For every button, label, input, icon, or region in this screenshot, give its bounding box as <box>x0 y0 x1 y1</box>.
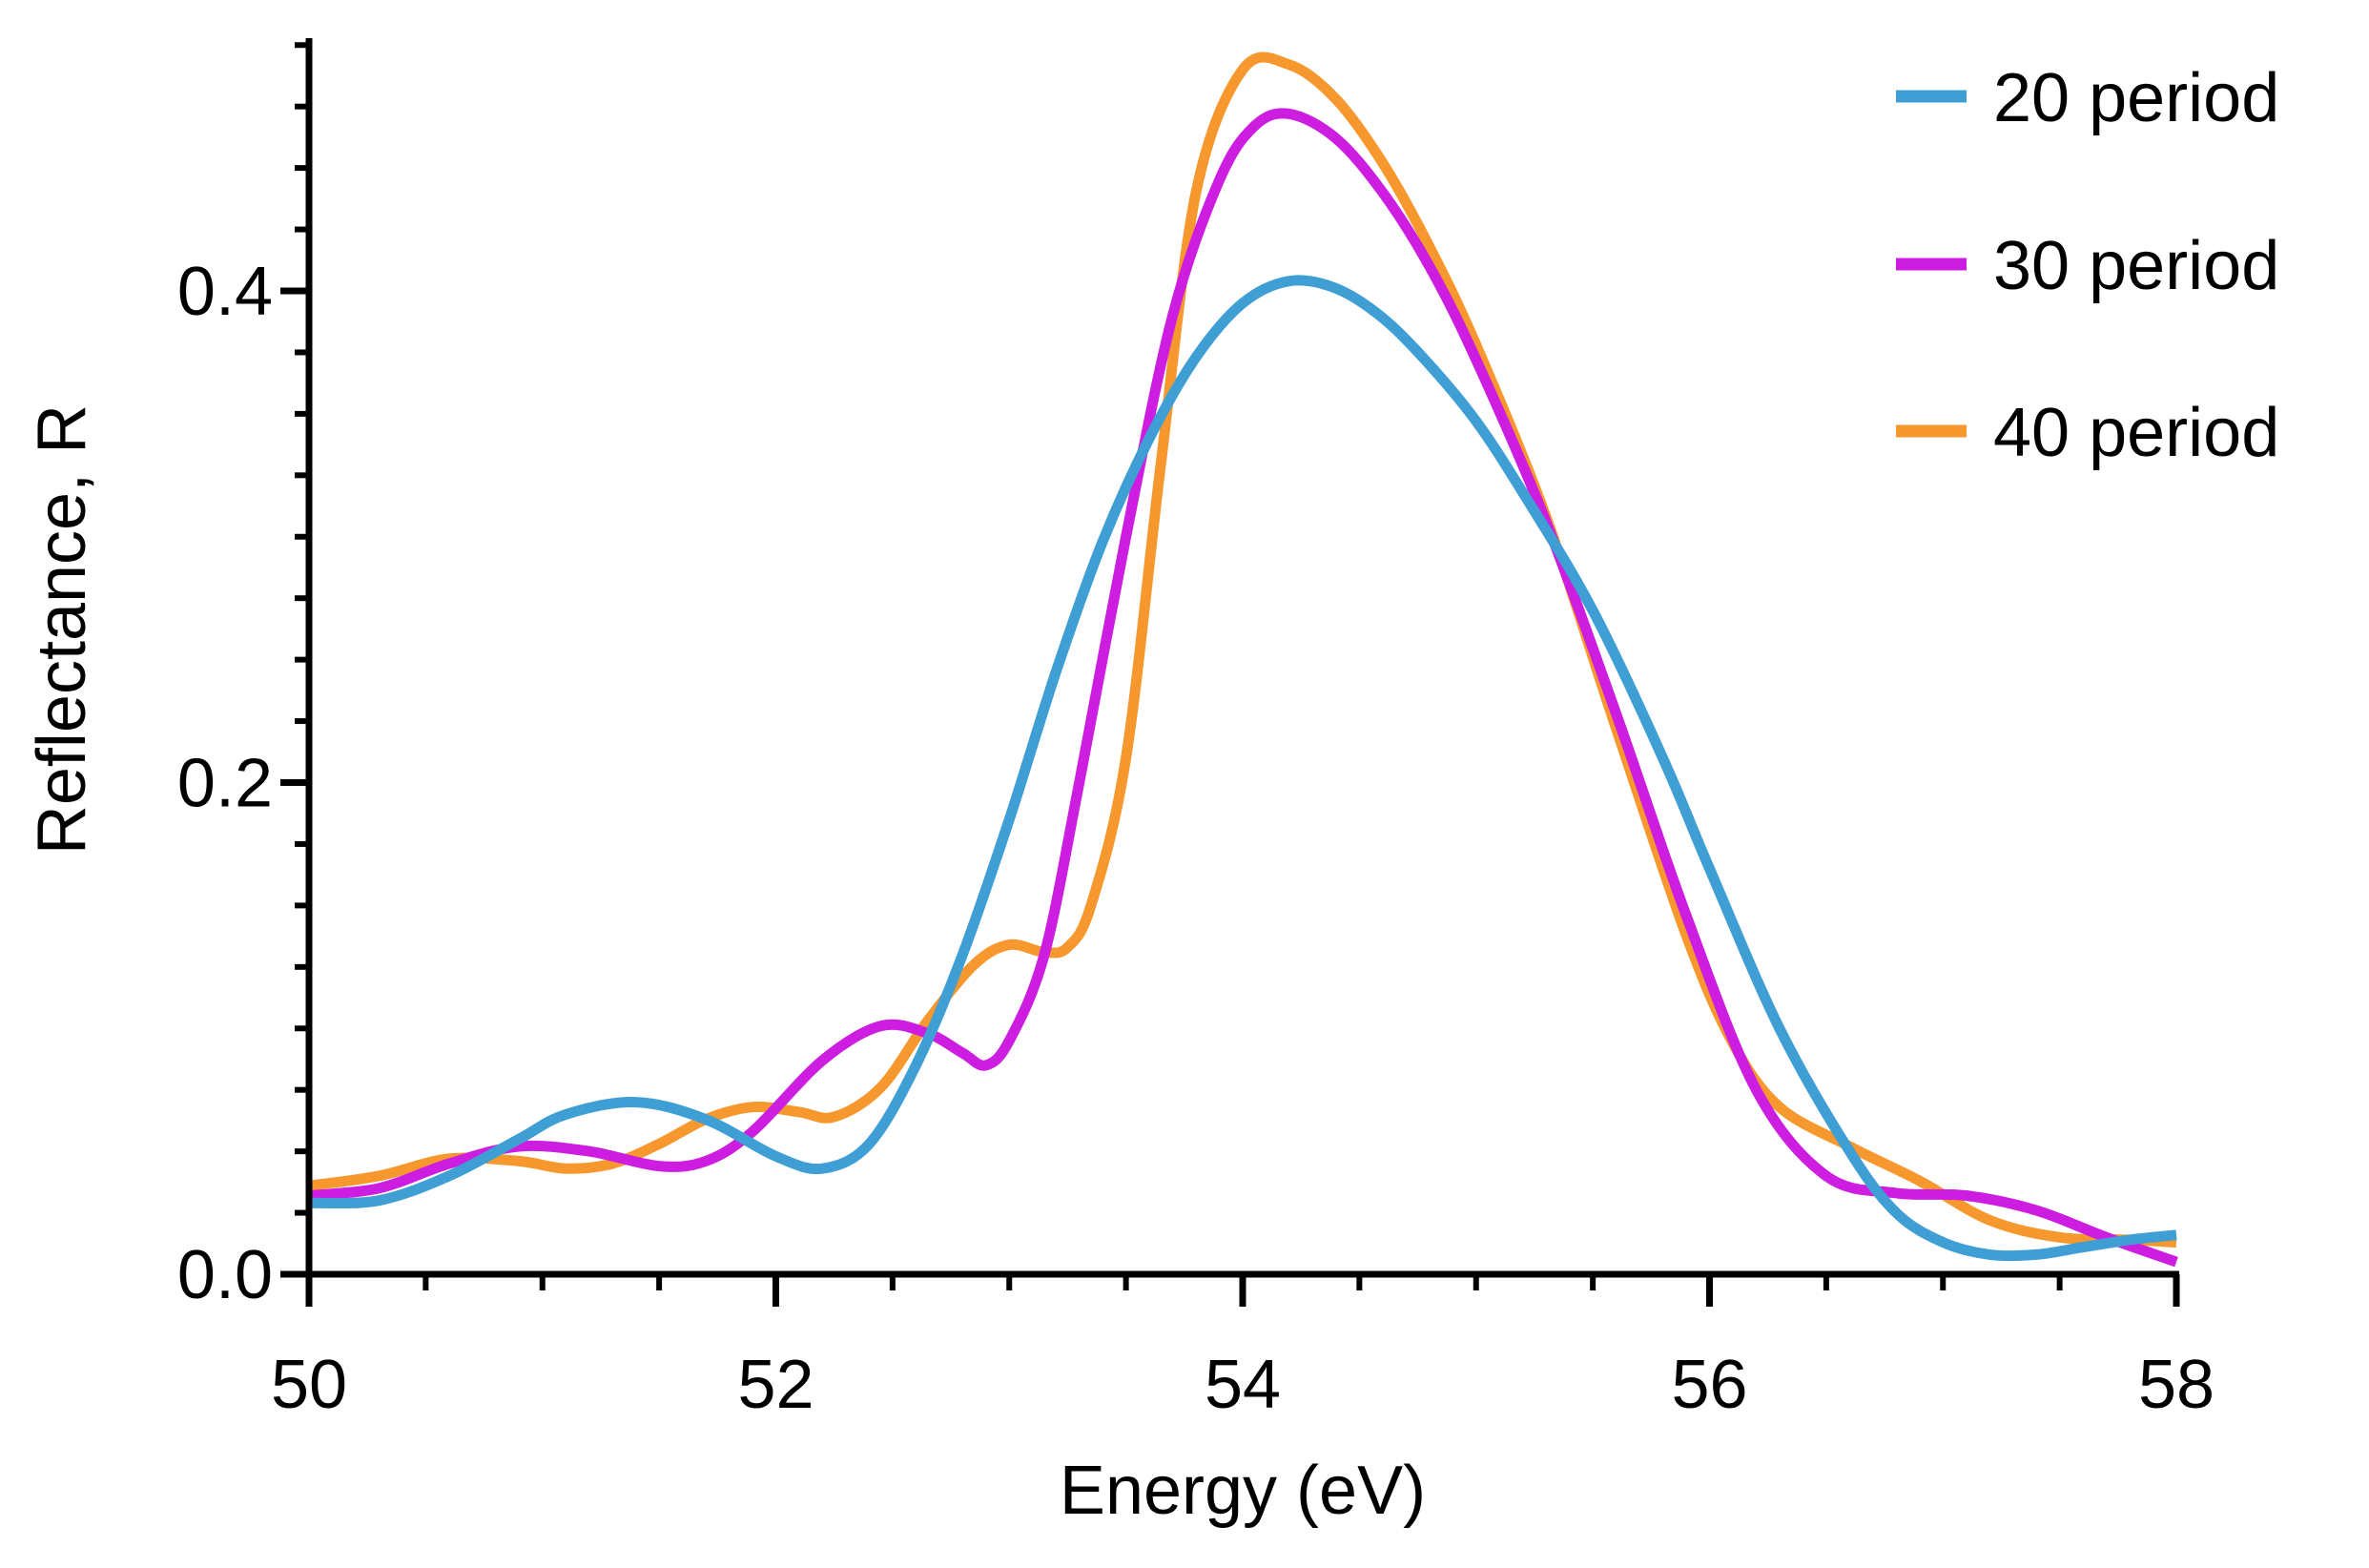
x-tick-label: 52 <box>737 1347 814 1423</box>
legend: 20 period 30 period 40 period <box>1896 60 2279 471</box>
series-line-30-period <box>308 108 2178 1268</box>
x-tick-label: 54 <box>1205 1347 1281 1423</box>
x-tick-label: 56 <box>1671 1347 1747 1423</box>
legend-label-40-period: 40 period <box>1993 395 2279 471</box>
series-layer <box>308 52 2178 1268</box>
y-tick-label: 0.4 <box>177 254 273 330</box>
x-tick-label: 58 <box>2138 1347 2214 1423</box>
series-line-20-period <box>308 275 2177 1262</box>
y-tick-label: 0.2 <box>177 746 273 822</box>
legend-label-20-period: 20 period <box>1993 60 2279 136</box>
legend-label-30-period: 30 period <box>1993 228 2279 304</box>
axes-layer: 0.0 0.2 0.4 50 52 54 56 58 <box>177 38 2214 1423</box>
x-axis-title: Energy (eV) <box>1060 1453 1426 1529</box>
x-tick-label: 50 <box>271 1347 347 1423</box>
y-tick-label: 0.0 <box>177 1237 273 1313</box>
y-axis-title: Reflectance, R <box>24 404 100 855</box>
series-line-40-period <box>308 52 2177 1248</box>
